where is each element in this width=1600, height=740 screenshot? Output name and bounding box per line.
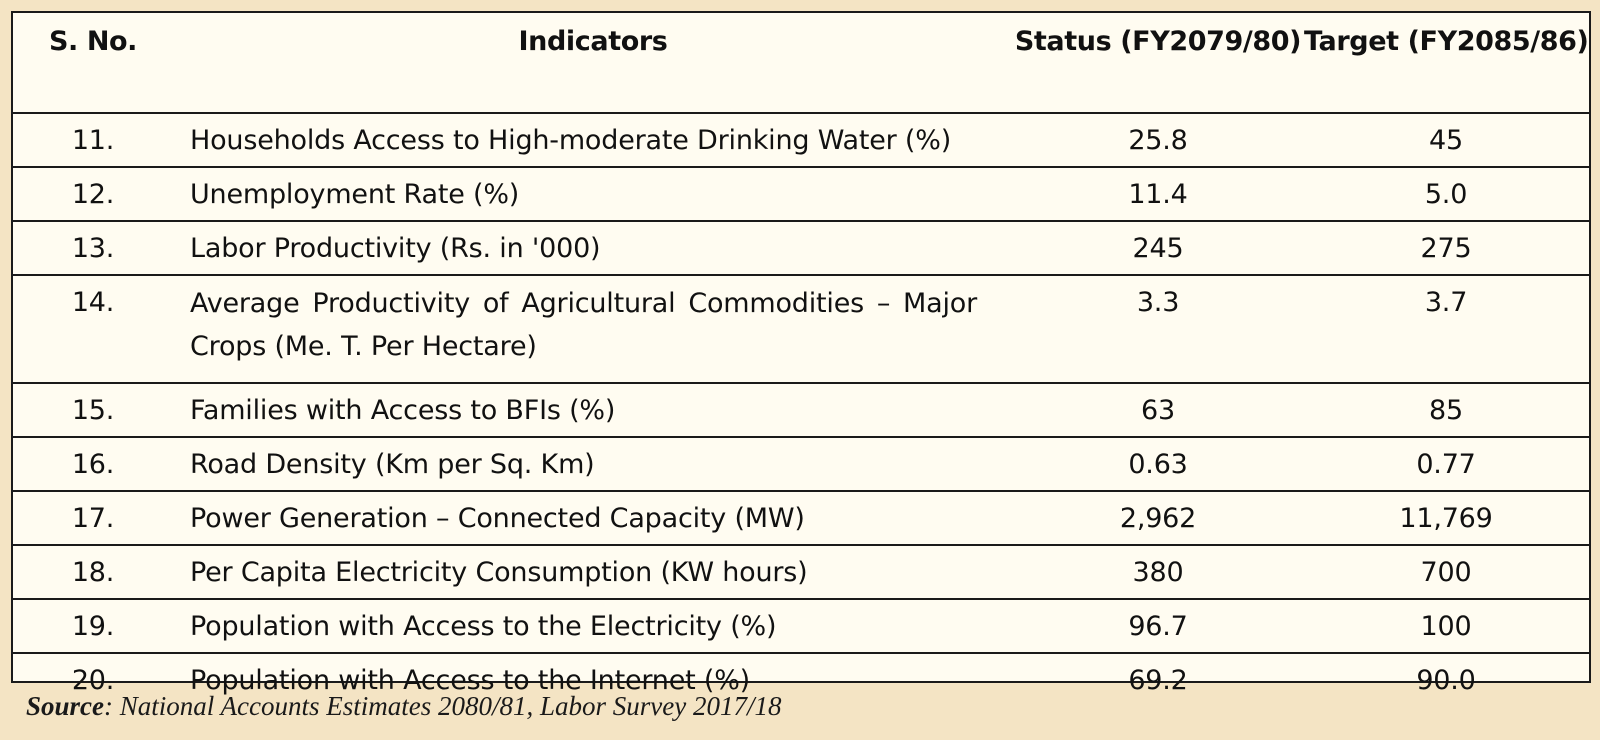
table-row: 11. Households Access to High-moderate D…	[13, 113, 1589, 168]
row-sno: 16.	[13, 437, 173, 492]
row-sno: 18.	[13, 545, 173, 600]
row-status: 11.4	[1013, 167, 1303, 222]
row-target: 100	[1303, 599, 1589, 654]
row-sno: 13.	[13, 221, 173, 276]
row-indicator: Labor Productivity (Rs. in '000)	[173, 221, 1013, 276]
row-indicator: Power Generation – Connected Capacity (M…	[173, 491, 1013, 546]
table-row: 12. Unemployment Rate (%) 11.4 5.0	[13, 167, 1589, 222]
header-sno: S. No.	[13, 13, 173, 114]
row-target: 11,769	[1303, 491, 1589, 546]
row-target: 700	[1303, 545, 1589, 600]
row-status: 96.7	[1013, 599, 1303, 654]
row-status: 3.3	[1013, 275, 1303, 384]
table-row: 20. Population with Access to the Intern…	[13, 653, 1589, 706]
row-indicator: Families with Access to BFIs (%)	[173, 383, 1013, 438]
row-target: 5.0	[1303, 167, 1589, 222]
row-target: 3.7	[1303, 275, 1589, 384]
row-status: 380	[1013, 545, 1303, 600]
indicators-table: S. No. Indicators Status (FY2079/80) Tar…	[13, 13, 1589, 706]
row-status: 69.2	[1128, 664, 1188, 696]
table-row: 15. Families with Access to BFIs (%) 63 …	[13, 383, 1589, 438]
table-row: 16. Road Density (Km per Sq. Km) 0.63 0.…	[13, 437, 1589, 492]
row-indicator: Per Capita Electricity Consumption (KW h…	[173, 545, 1013, 600]
header-status: Status (FY2079/80)	[1013, 13, 1303, 114]
source-text: : National Accounts Estimates 2080/81, L…	[104, 691, 782, 721]
header-indicators: Indicators	[173, 13, 1013, 114]
row-status: 2,962	[1013, 491, 1303, 546]
row-sno: 12.	[13, 167, 173, 222]
header-target: Target (FY2085/86)	[1303, 13, 1589, 114]
row-sno: 15.	[13, 383, 173, 438]
source-note: Source: National Accounts Estimates 2080…	[26, 691, 781, 722]
row-target: 85	[1303, 383, 1589, 438]
row-status: 63	[1013, 383, 1303, 438]
row-target: 275	[1303, 221, 1589, 276]
row-sno: 20.	[71, 664, 115, 696]
table-row: 19. Population with Access to the Electr…	[13, 599, 1589, 654]
row-target: 90.0	[1416, 664, 1476, 696]
row-sno: 14.	[13, 275, 173, 384]
table-header-row: S. No. Indicators Status (FY2079/80) Tar…	[13, 13, 1589, 114]
table-row: 14. Average Productivity of Agricultural…	[13, 275, 1589, 384]
row-target: 0.77	[1303, 437, 1589, 492]
row-indicator: Population with Access to the Internet (…	[190, 664, 751, 696]
row-indicator: Road Density (Km per Sq. Km)	[173, 437, 1013, 492]
table-row: 18. Per Capita Electricity Consumption (…	[13, 545, 1589, 600]
row-indicator: Population with Access to the Electricit…	[173, 599, 1013, 654]
row-status: 245	[1013, 221, 1303, 276]
table-row: 13. Labor Productivity (Rs. in '000) 245…	[13, 221, 1589, 276]
row-sno: 19.	[13, 599, 173, 654]
row-status: 0.63	[1013, 437, 1303, 492]
indicators-table-container: S. No. Indicators Status (FY2079/80) Tar…	[11, 11, 1591, 696]
row-status: 25.8	[1013, 113, 1303, 168]
row-indicator: Households Access to High-moderate Drink…	[173, 113, 1013, 168]
row-sno: 11.	[13, 113, 173, 168]
row-target: 45	[1303, 113, 1589, 168]
row-indicator: Unemployment Rate (%)	[173, 167, 1013, 222]
row-indicator: Average Productivity of Agricultural Com…	[173, 275, 1013, 384]
row-sno: 17.	[13, 491, 173, 546]
source-label: Source	[26, 691, 105, 721]
table-row: 17. Power Generation – Connected Capacit…	[13, 491, 1589, 546]
